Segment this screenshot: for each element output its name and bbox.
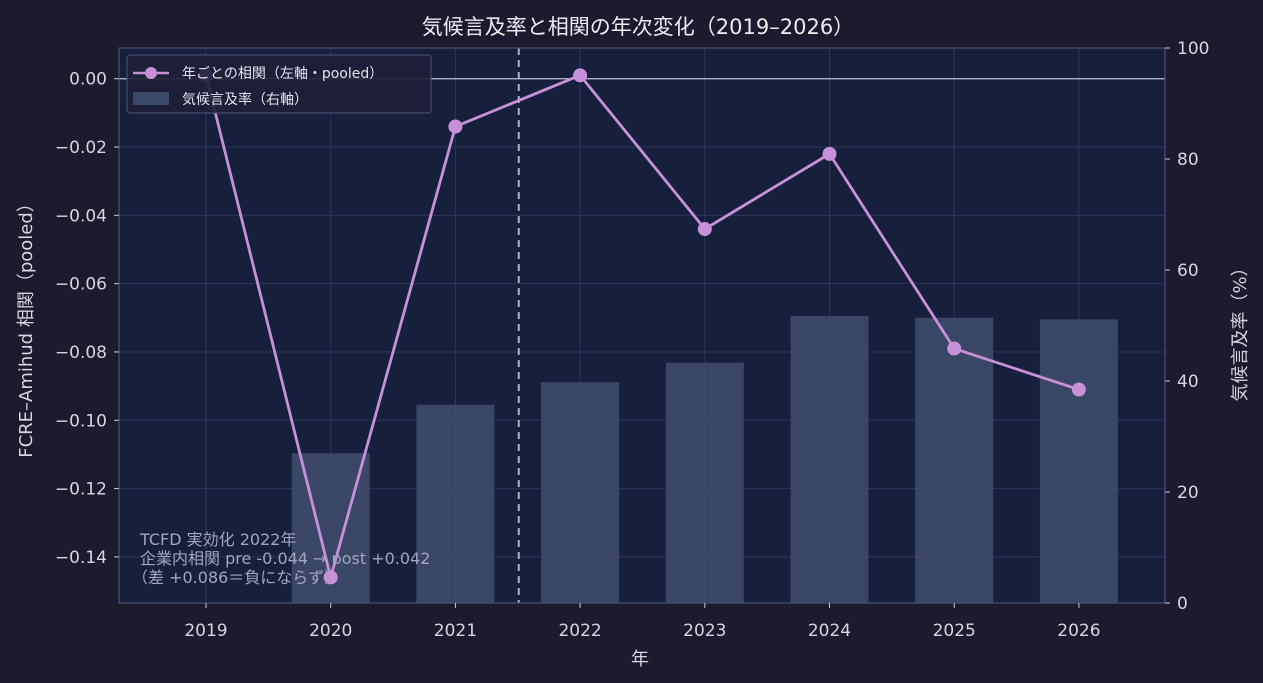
- x-tick-label-2023: 2023: [683, 621, 726, 641]
- left-axis-label: FCRE–Amihud 相関（pooled）: [16, 194, 37, 458]
- left-tick-label-0: 0.00: [69, 70, 107, 90]
- point-2024: [822, 146, 837, 161]
- x-tick-label-2026: 2026: [1057, 621, 1100, 641]
- right-axis-ticks: 0 20 40 60 80 100: [1165, 39, 1209, 614]
- right-tick-label-4: 80: [1177, 150, 1199, 170]
- x-tick-label-2019: 2019: [184, 621, 227, 641]
- plot-area: [119, 48, 1165, 603]
- bar-2022: [541, 382, 620, 603]
- left-axis-ticks: 0.00 −0.02 −0.04 −0.06 −0.08 −0.10 −0.12 −0.14: [55, 70, 119, 568]
- annotation: TCFD 実効化 2022年 企業内相関 pre -0.044 → post +…: [132, 530, 430, 587]
- bar-2024: [790, 316, 869, 603]
- point-2026: [1071, 382, 1086, 397]
- point-2020: [323, 570, 338, 585]
- annotation-line-3: （差 +0.086＝負にならず）: [132, 568, 340, 587]
- x-tick-label-2020: 2020: [309, 621, 352, 641]
- bar-2021: [416, 404, 495, 603]
- left-tick-label-6: −0.12: [55, 480, 107, 500]
- right-axis-label: 気候言及率（%）: [1230, 258, 1251, 401]
- left-tick-label-4: −0.08: [55, 343, 107, 363]
- x-tick-label-2022: 2022: [558, 621, 601, 641]
- x-tick-label-2025: 2025: [933, 621, 976, 641]
- legend-box: [126, 54, 432, 114]
- right-tick-label-0: 0: [1177, 594, 1188, 614]
- x-axis-ticks: 2019 2020 2021 2022 2023 2024 2025 2026: [184, 603, 1101, 641]
- point-2025: [947, 341, 962, 356]
- left-tick-label-1: −0.02: [55, 138, 107, 158]
- x-tick-label-2024: 2024: [808, 621, 851, 641]
- bars: [291, 316, 1118, 603]
- left-tick-label-7: −0.14: [55, 548, 107, 568]
- legend-bar-swatch: [133, 92, 169, 105]
- point-2023: [697, 222, 712, 237]
- legend-entry-climate-rate: 気候言及率（右軸）: [182, 91, 308, 108]
- plot-frame: [118, 47, 1166, 604]
- bar-2023: [665, 362, 744, 603]
- right-tick-label-3: 60: [1177, 261, 1199, 281]
- correlation-polyline: [204, 73, 1080, 579]
- point-2022: [573, 68, 588, 83]
- correlation-line: [199, 68, 1086, 585]
- left-tick-label-3: −0.06: [55, 275, 107, 295]
- annotation-line-1: TCFD 実効化 2022年: [139, 530, 296, 549]
- x-axis-label: 年: [631, 649, 649, 670]
- right-tick-label-5: 100: [1177, 39, 1209, 59]
- annotation-line-2: 企業内相関 pre -0.044 → post +0.042: [140, 549, 430, 568]
- legend: 年ごとの相関（左軸・pooled） 気候言及率（右軸）: [126, 54, 432, 114]
- right-tick-label-2: 40: [1177, 372, 1199, 392]
- right-tick-label-1: 20: [1177, 483, 1199, 503]
- point-2021: [448, 119, 463, 134]
- bar-2026: [1039, 319, 1118, 603]
- legend-entry-correlation: 年ごとの相関（左軸・pooled）: [182, 66, 383, 82]
- x-tick-label-2021: 2021: [434, 621, 477, 641]
- left-tick-label-5: −0.10: [55, 411, 107, 431]
- chart-title: 気候言及率と相関の年次変化（2019–2026）: [422, 15, 854, 39]
- left-tick-label-2: −0.04: [55, 206, 107, 226]
- legend-marker-swatch: [145, 67, 157, 79]
- bar-2025: [915, 317, 994, 603]
